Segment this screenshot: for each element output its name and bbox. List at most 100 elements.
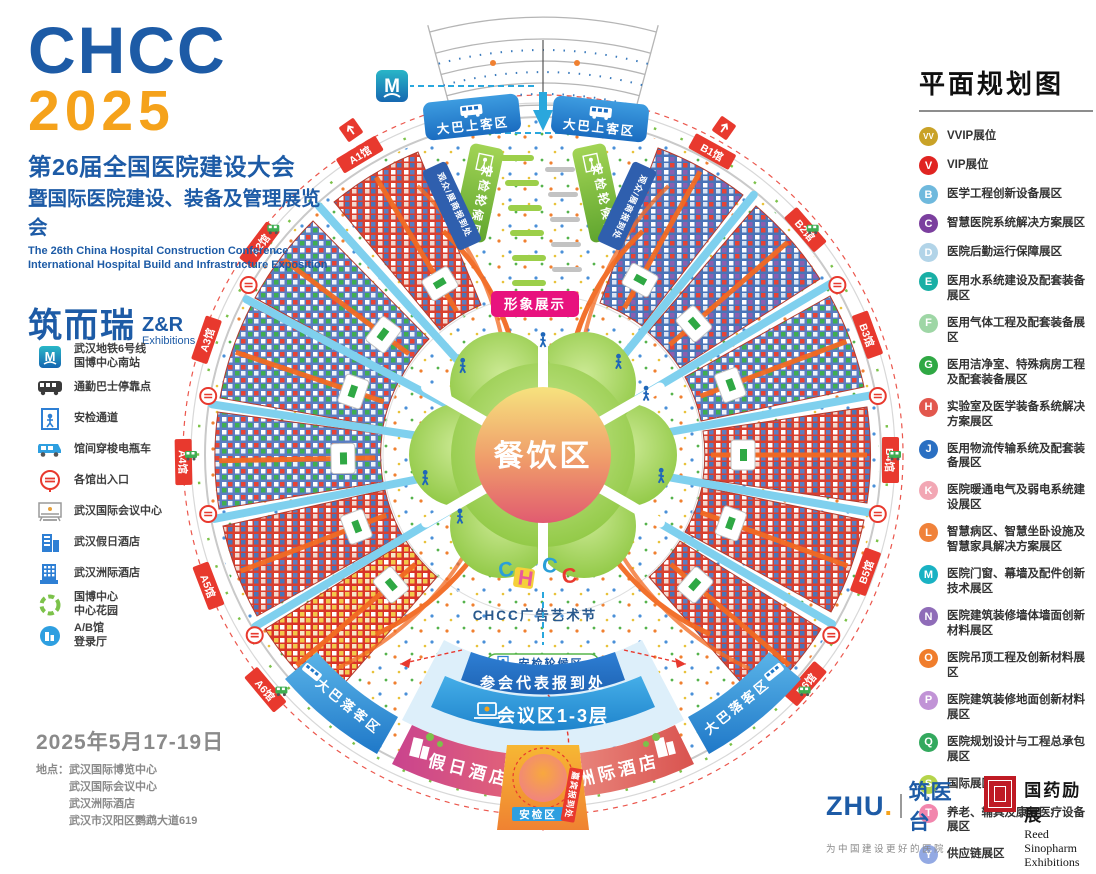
event-date: 2025年5月17-19日 [36,731,225,754]
hotel-building-icon [409,737,430,760]
badge-l: L [919,523,938,543]
legend-metro: M 武汉地铁6号线 国博中心南站 [36,341,162,372]
legend-item-vip: V VIP展位 [919,156,1093,175]
down-arrow-icon [533,110,553,131]
organizer-cn: 筑而瑞 [28,307,136,346]
legend-label: 武汉地铁6号线 [74,343,147,356]
legend-item-j: J 医用物流传输系统及配套装备展区 [919,439,1093,472]
security-person-icon [582,152,601,173]
legend-item-g: G 医用洁净室、特殊病房工程及配套装备展区 [919,355,1093,388]
guest-reg-tag: 嘉宾报到处 [560,767,584,823]
legend-label: 武汉假日酒店 [74,535,140,548]
legend-entrance: 各馆出入口 [36,465,162,496]
garden-icon [36,593,63,617]
svg-text:C: C [560,564,578,589]
badge-g: G [919,355,938,375]
bus-icon [589,106,612,120]
plan-legend-title: 平面规划图 [919,69,1065,99]
legend-item-p: P 医院建筑装修地面创新材料展区 [919,690,1093,723]
venue-line-2: 武汉国际会议中心 [69,781,157,794]
bus-icon [460,104,483,118]
central-plaza: 餐饮区 [409,315,677,595]
gate-entrance-icons [199,276,887,645]
intercontinental-icon [36,562,63,586]
badge-n: N [919,607,938,626]
reed-cn: 国药励展 [1024,781,1082,825]
title-en-1: The 26th China Hospital Construction Con… [28,244,289,257]
legend-item-q: Q 医院规划设计与工程总承包展区 [919,732,1093,765]
svg-text:M: M [384,76,400,97]
security-zone-tag: 安检区 [512,807,564,821]
shuttle-carts [185,224,901,697]
legend-item-f: F 医用气体工程及配套装备展区 [919,313,1093,346]
badge-f: F [919,313,938,333]
legend-item-vvip: VV VVIP展位 [919,127,1093,146]
legend-item-s: S 国际展区 [919,774,1093,794]
svg-text:安检区: 安检区 [519,808,557,821]
legend-item-n: N 医院建筑装修墙体墙面创新材料展区 [919,607,1093,639]
legend-security-gate: 安检通道 [36,403,162,434]
brand-header: CHCC 2025 第26届全国医院建设大会 暨国际医院建设、装备及管理展览会 … [28,17,338,347]
legend-label: 各馆出入口 [74,473,129,486]
pedestrian-icons [421,332,665,524]
legend-item-e: E 医用水系统建设及配套装备展区 [919,272,1093,304]
legend-item-k: K 医院暖通电气及弱电系统建设展区 [919,481,1093,513]
legend-intercontinental: 武汉洲际酒店 [36,558,162,589]
legend-item-h: H 实验室及医学装备系统解决方案展区 [919,397,1093,430]
trees [426,733,660,747]
hotel-building-icon [653,737,676,758]
legend-label: 武汉洲际酒店 [74,566,140,579]
venue-line-4: 武汉市汉阳区鹦鹉大道619 [69,815,198,828]
image-display-label: 形象展示 [504,296,566,312]
badge-s: S [919,774,938,794]
svg-text:C: C [496,557,516,583]
metro-station-icon: M [374,68,410,104]
divider [919,110,1093,112]
legend-holiday-inn: 武汉假日酒店 [36,527,162,558]
logo-year: 2025 [28,78,175,143]
sponsor-logos: ZHU. 筑医台 为中国建设更好的医院 国药励展 Reed Sinopharm E… [826,776,1096,869]
badge-v: V [919,156,938,175]
legend-label: 安检通道 [74,411,118,424]
bus-pickup-left: 大巴上客区 [423,93,521,141]
badge-b: B [919,185,938,204]
zhu-logo: ZHU. 筑医台 为中国建设更好的医院 [826,776,960,855]
plan-legend: 平面规划图 VV VVIP展位 V VIP展位 B 医学工程创新设备展区 C 智慧医院系… [919,64,1093,874]
badge-c: C [919,214,938,233]
legend-item-l: L 智慧病区、智慧坐卧设施及智慧家具解决方案展区 [919,523,1093,555]
zhu-wordmark: ZHU. [826,790,894,821]
floorplan-poster: 餐饮区 形象展示 C H C C CHCC广告艺术节 M [28,16,1093,869]
legend-item-c: C 智慧医院系统解决方案展区 [919,214,1093,233]
delegate-reg-band [461,652,625,695]
bus-icon [302,663,322,681]
conference-center-icon [36,500,63,524]
art-festival-label: CHCC广告艺术节 [473,607,598,623]
legend-item-b: B 医学工程创新设备展区 [919,185,1093,204]
reed-en: Reed Sinopharm Exhibitions [1024,827,1080,869]
laptop-icon [474,702,500,719]
badge-vv: VV [919,127,938,146]
legend-label: 通勤巴士停靠点 [74,380,151,393]
badge-m: M [919,565,938,585]
reed-sinopharm-logo: 国药励展 Reed Sinopharm Exhibitions [984,776,1096,869]
legend-bus: 通勤巴士停靠点 [36,372,162,403]
lobby-icon [36,624,63,648]
badge-q: Q [919,732,938,752]
bus-icon [36,376,63,400]
badge-j: J [919,439,938,459]
parking-marker [490,60,496,66]
legend-label: 国博中心南站 [74,356,140,369]
legend-label: 登录厅 [74,635,107,648]
zhu-cn: 筑医台 [908,781,953,834]
dining-area-label: 餐饮区 [494,440,593,473]
legend-label: 中心花园 [74,604,118,617]
legend-shuttle: 馆间穿梭电瓶车 [36,434,162,465]
badge-e: E [919,272,938,291]
title-en-2: International Hospital Build and Infrast… [28,258,328,271]
svg-text:C: C [540,553,559,578]
legend-label: A/B馆 [74,622,104,635]
hall-lobbies [330,262,756,604]
queue-stripes [500,155,582,286]
exhibition-map: 餐饮区 形象展示 C H C C CHCC广告艺术节 M [174,16,904,831]
badge-k: K [919,481,938,501]
